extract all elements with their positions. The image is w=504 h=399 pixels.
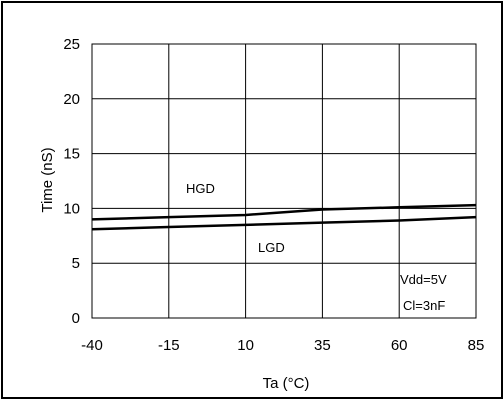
x-tick-label: 85 [468,337,485,354]
y-tick-labels: 0 5 10 15 20 25 [63,36,80,327]
x-tick-label: 60 [391,337,408,354]
series-label-lgd: LGD [258,240,285,255]
y-tick-label: 15 [63,146,80,163]
plot-area-border [91,43,477,319]
y-tick-label: 20 [63,91,80,108]
x-axis-label: Ta (°C) [263,375,310,392]
series-line-hgd [91,203,477,221]
x-tick-label: -15 [158,337,180,354]
x-tick-labels: -40 -15 10 35 60 85 [81,337,484,354]
y-axis-label: Time (nS) [39,147,56,212]
annotation-vdd: Vdd=5V [400,272,447,287]
y-tick-label: 5 [72,255,80,272]
y-tick-label: 10 [63,200,80,217]
x-tick-label: 10 [237,337,254,354]
x-tick-label: 35 [314,337,331,354]
annotation-cl: Cl=3nF [403,298,445,313]
series-label-hgd: HGD [186,181,215,196]
y-tick-label: 25 [63,36,80,53]
y-tick-label: 0 [72,310,80,327]
series-line-lgd [91,215,477,231]
x-tick-label: -40 [81,337,103,354]
series-lines [91,203,477,231]
